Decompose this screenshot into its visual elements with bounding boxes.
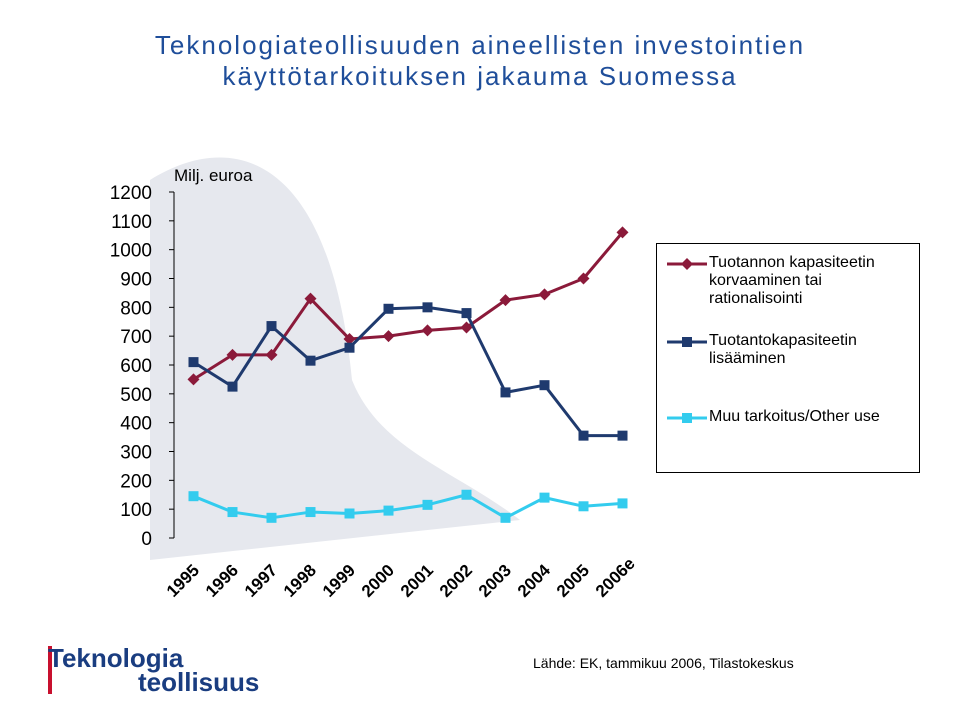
data-point-series1 <box>187 373 200 386</box>
y-axis-tick-label: 1100 <box>111 212 152 233</box>
x-axis-tick-label: 1998 <box>280 561 320 601</box>
data-point-series2 <box>617 430 628 441</box>
data-point-series2 <box>539 380 550 391</box>
data-point-series3 <box>500 512 511 523</box>
series-line-1 <box>192 231 624 381</box>
data-point-series3 <box>617 498 628 509</box>
chart-title-line2: käyttötarkoituksen jakauma Suomessa <box>222 61 738 91</box>
chart-title-line1: Teknologiateollisuuden aineellisten inve… <box>154 30 806 60</box>
data-point-series1 <box>421 324 434 337</box>
logo-line1: Teknologia <box>48 643 184 673</box>
y-axis-tick-label: 100 <box>120 500 152 521</box>
legend-marker-series2 <box>667 337 707 347</box>
data-point-series2 <box>500 387 511 398</box>
legend-label-series1: Tuotannon kapasiteetin korvaaminen tai r… <box>709 254 875 307</box>
x-axis-tick-label: 1996 <box>202 561 242 601</box>
data-point-series3 <box>305 507 316 518</box>
data-point-series1 <box>538 288 551 301</box>
y-axis-tick-label: 0 <box>141 529 152 550</box>
chart-legend: Tuotannon kapasiteetin korvaaminen tai r… <box>656 243 920 473</box>
y-axis-tick-label: 1200 <box>110 183 152 204</box>
series-line-2 <box>192 305 623 438</box>
data-point-series2 <box>266 321 277 332</box>
data-point-series3 <box>344 508 355 519</box>
source-note: Lähde: EK, tammikuu 2006, Tilastokeskus <box>533 655 794 671</box>
x-axis-tick-label: 2002 <box>436 561 476 601</box>
data-point-series3 <box>539 492 550 503</box>
y-axis-tick-label: 800 <box>120 298 152 319</box>
x-axis-tick-label: 2006e <box>592 554 639 601</box>
data-point-series2 <box>461 308 472 319</box>
data-point-series2 <box>188 357 199 368</box>
x-axis-tick-label: 1997 <box>241 561 281 601</box>
chart-title: Teknologiateollisuuden aineellisten inve… <box>0 30 960 92</box>
x-axis-tick-label: 1995 <box>163 561 203 601</box>
data-point-series3 <box>188 491 199 502</box>
legend-marker-series1 <box>667 258 707 270</box>
x-axis-tick-label: 1999 <box>319 561 359 601</box>
y-axis-tick-label: 400 <box>120 414 152 435</box>
data-point-series2 <box>383 303 394 314</box>
x-axis-tick-label: 2004 <box>514 560 555 601</box>
legend-label-series3: Muu tarkoitus/Other use <box>709 408 880 425</box>
legend-label-series2: Tuotantokapasiteetin lisääminen <box>709 332 857 367</box>
data-point-series2 <box>422 302 433 313</box>
data-point-series1 <box>616 226 629 239</box>
data-point-series2 <box>305 355 316 366</box>
y-axis-tick-label: 500 <box>120 385 152 406</box>
teknologia-teollisuus-logo: Teknologia teollisuus <box>48 643 260 697</box>
x-axis-tick-label: 2000 <box>358 561 398 601</box>
data-point-series2 <box>227 381 238 392</box>
data-point-series1 <box>304 292 317 305</box>
y-axis-tick-label: 200 <box>120 471 152 492</box>
data-point-series3 <box>266 512 277 523</box>
logo-line2: teollisuus <box>138 667 260 697</box>
legend-marker-series3 <box>667 413 707 423</box>
y-axis-unit-label: Milj. euroa <box>174 166 253 185</box>
data-point-series3 <box>422 499 433 510</box>
y-axis-tick-label: 300 <box>120 443 152 464</box>
data-point-series1 <box>265 348 278 361</box>
data-point-series2 <box>344 342 355 353</box>
y-axis-tick-label: 700 <box>120 327 152 348</box>
data-point-series1 <box>382 330 395 343</box>
data-point-series3 <box>227 507 238 518</box>
x-axis-tick-label: 2001 <box>397 561 437 601</box>
data-point-series3 <box>461 489 472 500</box>
data-point-series1 <box>226 348 239 361</box>
data-point-series1 <box>499 294 512 307</box>
series-line-3 <box>192 493 623 520</box>
y-axis-tick-label: 600 <box>120 356 152 377</box>
y-axis-tick-label: 900 <box>120 270 152 291</box>
x-axis-tick-label: 2005 <box>553 561 593 601</box>
y-axis-tick-label: 1000 <box>110 241 152 262</box>
data-point-series3 <box>578 501 589 512</box>
x-axis-tick-label: 2003 <box>475 561 515 601</box>
data-point-series1 <box>460 321 473 334</box>
data-point-series1 <box>577 272 590 285</box>
logo-accent-bar <box>48 646 52 694</box>
data-point-series3 <box>383 505 394 516</box>
data-point-series1 <box>343 333 356 346</box>
data-point-series2 <box>578 430 589 441</box>
